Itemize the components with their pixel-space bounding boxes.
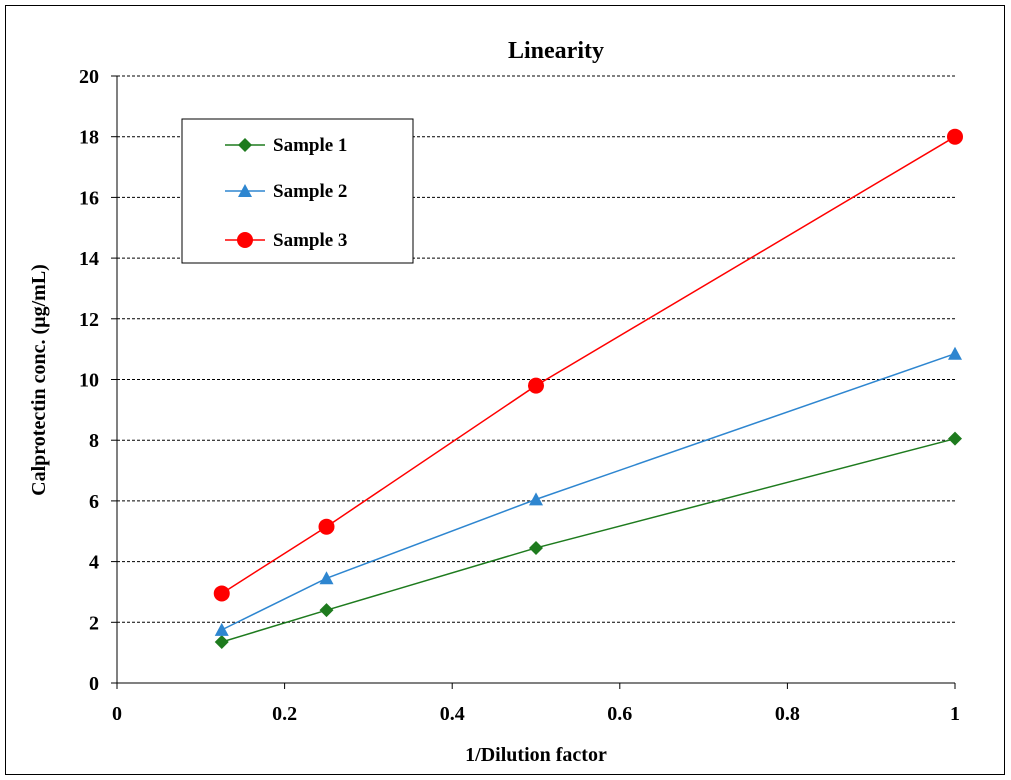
- y-tick-label: 12: [79, 309, 99, 331]
- legend-box: [181, 118, 414, 264]
- data-point-sample-3: [213, 585, 230, 602]
- data-point-sample-2: [319, 571, 334, 585]
- y-tick-label: 14: [79, 248, 99, 270]
- x-tick-label: 0.4: [440, 703, 465, 725]
- legend-label-sample-2: Sample 2: [273, 181, 347, 202]
- y-tick-label: 18: [79, 127, 99, 149]
- x-axis-label: 1/Dilution factor: [465, 744, 607, 766]
- x-tick-label: 0.2: [272, 703, 297, 725]
- series-line-sample-2: [221, 352, 956, 631]
- legend-label-sample-1: Sample 1: [273, 135, 347, 156]
- chart-title: Linearity: [508, 38, 604, 64]
- legend-item-sample-2: Sample 2: [225, 181, 347, 202]
- data-point-sample-3: [318, 518, 335, 535]
- y-axis-label: Calprotectin conc. (µg/mL): [28, 264, 50, 496]
- legend-item-sample-1: Sample 1: [225, 135, 347, 156]
- y-tick-label: 8: [89, 430, 99, 452]
- y-tick-label: 10: [79, 370, 99, 392]
- data-point-sample-1: [319, 603, 334, 618]
- y-tick-label: 4: [89, 552, 99, 574]
- data-point-sample-2: [214, 622, 229, 636]
- data-point-sample-3: [528, 377, 544, 394]
- data-point-sample-1: [529, 540, 543, 555]
- legend-marker-sample-2: [238, 184, 252, 197]
- x-tick-label: 0.6: [607, 703, 632, 725]
- x-tick-label: 0: [112, 703, 122, 725]
- x-tick-label: 0.8: [775, 703, 800, 725]
- legend-marker-sample-1: [238, 138, 252, 152]
- y-tick-label: 2: [89, 612, 99, 634]
- data-point-sample-2: [948, 346, 962, 360]
- legend: Sample 1 Sample 2 Sample 3: [181, 118, 414, 264]
- y-tick-label: 16: [79, 187, 99, 209]
- legend-item-sample-3: Sample 3: [225, 230, 347, 251]
- data-point-sample-3: [947, 128, 963, 145]
- data-point-sample-1: [948, 431, 962, 446]
- y-tick-label: 6: [89, 491, 99, 513]
- y-tick-label: 20: [79, 66, 99, 88]
- legend-marker-sample-3: [237, 232, 253, 248]
- series: [213, 128, 963, 650]
- series-line-sample-3: [221, 136, 956, 595]
- x-tick-label: 1: [950, 703, 960, 725]
- data-point-sample-2: [529, 492, 543, 506]
- chart-frame: [5, 5, 1005, 775]
- y-tick-label: 0: [89, 673, 99, 695]
- series-line-sample-1: [221, 437, 956, 643]
- data-point-sample-1: [214, 635, 229, 650]
- legend-label-sample-3: Sample 3: [273, 230, 347, 251]
- axes: 0 2 4 6 8 10 12 14 16 18 20 0 0.2 0.4 0.6 0.8 1: [79, 66, 960, 725]
